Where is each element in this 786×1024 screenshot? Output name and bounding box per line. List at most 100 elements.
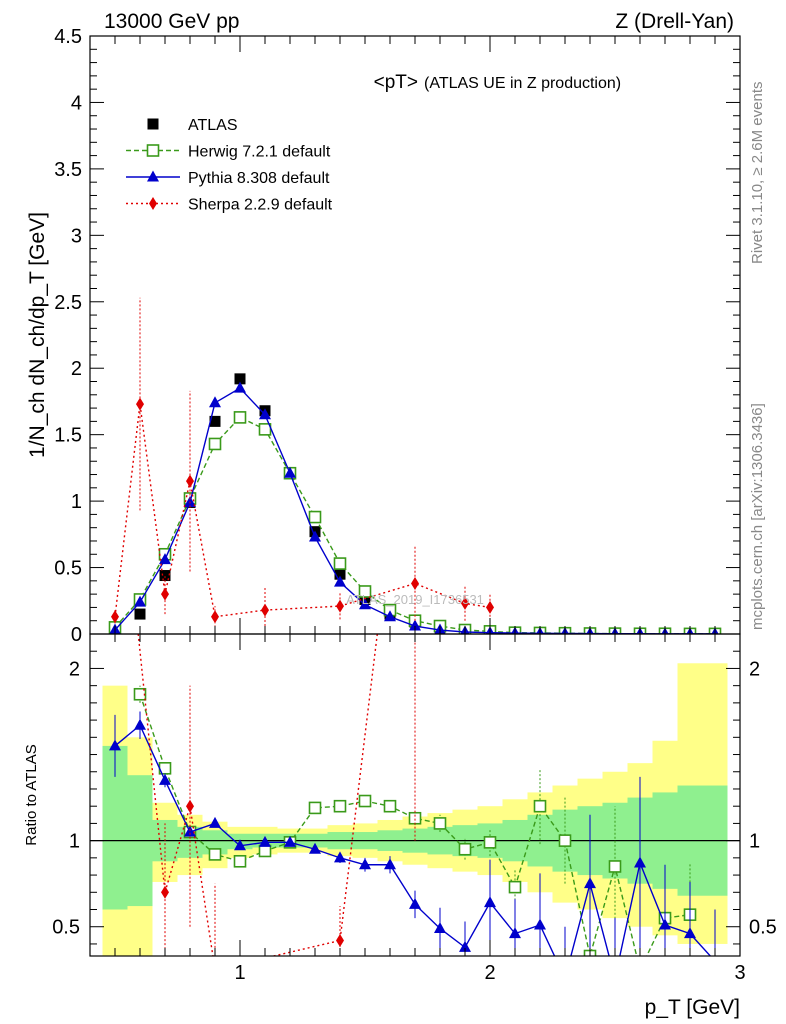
- pythia-ratio-point: [634, 856, 646, 868]
- atlas-point: [209, 415, 221, 427]
- legend-marker-pythia: [147, 170, 159, 182]
- pythia-ratio-point: [509, 927, 521, 939]
- herwig-point: [333, 557, 347, 570]
- pythia-ratio-point: [209, 816, 221, 828]
- ratio-y-axis-label: Ratio to ATLAS: [23, 744, 40, 845]
- header-right: Z (Drell-Yan): [615, 10, 734, 33]
- sherpa-point: [461, 596, 469, 610]
- y-tick-label: 0: [71, 624, 82, 646]
- watermark: ATLAS_2019_I1736531: [346, 592, 484, 607]
- pythia-ratio-point: [559, 972, 571, 983]
- sherpa-ratio-point: [161, 885, 169, 899]
- herwig-ratio-point: [458, 842, 472, 856]
- herwig-ratio-point: [433, 817, 447, 830]
- y-tick-label: 2: [71, 358, 82, 380]
- x-tick-label: 1: [234, 962, 245, 984]
- sherpa-point: [186, 474, 194, 488]
- legend: ATLAS Herwig 7.2.1 default Pythia 8.308 de…: [126, 117, 333, 214]
- sherpa-ratio-line: [137, 634, 378, 956]
- atlas-point: [159, 570, 171, 582]
- pythia-point: [159, 553, 171, 565]
- pythia-ratio-point: [259, 835, 271, 847]
- pythia-ratio-point: [684, 927, 696, 939]
- ratio-frame: [89, 633, 741, 957]
- sherpa-ratio-point: [186, 799, 194, 813]
- y-tick-label: 1: [71, 491, 82, 513]
- pythia-ratio-point: [534, 918, 546, 930]
- chart-subtitle: (ATLAS UE in Z production): [424, 75, 621, 92]
- legend-marker-sherpa: [149, 197, 157, 210]
- sherpa-point: [336, 599, 344, 613]
- pythia-ratio-point: [359, 858, 371, 870]
- sherpa-ratio-point: [336, 934, 344, 948]
- y-tick-label: 3: [71, 225, 82, 247]
- pythia-ratio-point: [334, 851, 346, 863]
- pythia-point: [259, 408, 271, 420]
- pythia-ratio-point: [609, 972, 621, 983]
- sherpa-point: [411, 577, 419, 591]
- ratio-panel: 0.5 0.5 1 1 2 2 1 2 3 Ratio to ATLAS: [23, 318, 777, 984]
- pythia-point: [334, 575, 346, 587]
- rivet-version-text: Rivet 3.1.10, ≥ 2.6M events: [749, 82, 766, 265]
- pythia-point: [134, 595, 146, 607]
- herwig-ratio-point: [608, 860, 622, 873]
- y-tick-label: 1.5: [54, 425, 82, 447]
- herwig-ratio-point: [358, 794, 372, 808]
- pythia-ratio-point: [384, 858, 396, 870]
- herwig-ratio-point: [258, 844, 272, 858]
- sherpa-point: [111, 610, 119, 624]
- herwig-ratio-point: [383, 799, 397, 813]
- y-tick-label: 4.5: [54, 26, 82, 48]
- pythia-point: [409, 619, 421, 631]
- pythia-ratio-point: [184, 825, 196, 837]
- pythia-ratio-point: [584, 877, 596, 889]
- sherpa-point: [261, 603, 269, 617]
- atlas-point: [334, 568, 346, 580]
- pythia-ratio-point: [159, 773, 171, 785]
- y-tick-label: 2.5: [54, 292, 82, 314]
- pythia-point: [184, 495, 196, 507]
- legend-label-atlas: ATLAS: [188, 117, 238, 134]
- pythia-point: [234, 381, 246, 393]
- herwig-ratio-point: [308, 801, 322, 815]
- ratio-y-tick-label-left: 1: [69, 831, 80, 853]
- herwig-ratio-point: [635, 964, 646, 975]
- herwig-point: [358, 585, 372, 598]
- sherpa-ratio-point: [111, 404, 119, 417]
- sherpa-line: [114, 404, 491, 618]
- pythia-ratio-point: [434, 921, 446, 933]
- sherpa-point: [486, 600, 494, 614]
- pythia-ratio-point: [234, 839, 246, 851]
- legend-label-sherpa: Sherpa 2.2.9 default: [188, 197, 333, 214]
- legend-label-herwig: Herwig 7.2.1 default: [188, 144, 331, 161]
- pythia-point: [209, 396, 221, 408]
- x-tick-label: 3: [734, 962, 745, 984]
- legend-marker-herwig: [146, 144, 160, 157]
- y-tick-label: 3.5: [54, 159, 82, 181]
- y-tick-label: 0.5: [54, 558, 82, 580]
- herwig-ratio-point: [483, 836, 497, 849]
- mcplots-reference-text: mcplots.cern.ch [arXiv:1306.3436]: [749, 403, 766, 630]
- pythia-ratio-point: [409, 897, 421, 909]
- sherpa-point: [161, 587, 169, 601]
- herwig-ratio-point: [333, 799, 347, 813]
- header-left: 13000 GeV pp: [104, 10, 239, 33]
- atlas-point: [134, 608, 146, 620]
- x-tick-label: 2: [484, 962, 495, 984]
- herwig-point: [233, 411, 247, 424]
- ratio-y-tick-label-right: 0.5: [749, 917, 777, 939]
- sherpa-ratio-point: [211, 963, 219, 976]
- herwig-ratio-point: [558, 834, 572, 847]
- sherpa-ratio-point: [411, 318, 419, 331]
- pythia-ratio-point: [309, 842, 321, 854]
- main-panel: 0 0.5 1 1.5 2 2.5 3 3.5 4 4.5 <pT> (ATLAS UE in Z…: [26, 26, 741, 646]
- chart-title: <pT>: [374, 72, 418, 93]
- pythia-ratio-point: [134, 718, 146, 730]
- herwig-ratio-point: [408, 811, 422, 825]
- atlas-point: [234, 373, 246, 385]
- legend-marker-atlas: [147, 118, 159, 130]
- x-axis-label: p_T [GeV]: [645, 996, 740, 1019]
- pythia-ratio-point: [659, 918, 671, 930]
- y-axis-label: 1/N_ch dN_ch/dp_T [GeV]: [26, 212, 49, 458]
